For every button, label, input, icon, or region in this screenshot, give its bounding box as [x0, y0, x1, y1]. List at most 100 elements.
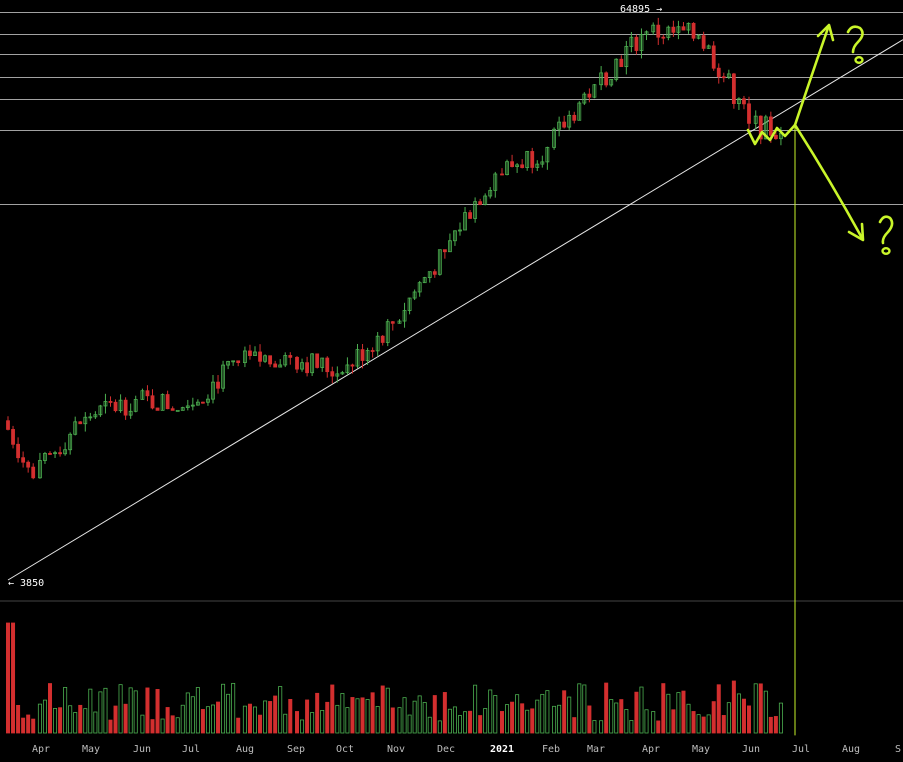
candle-body: [753, 115, 758, 124]
candlesticks: [6, 17, 783, 480]
volume-bars: [6, 622, 783, 734]
down-arrow-head: [847, 222, 865, 242]
candle-body: [365, 350, 370, 361]
candle-body: [412, 291, 417, 299]
x-tick-label: Feb: [542, 744, 560, 755]
candle-body: [758, 115, 763, 140]
candle-body: [325, 357, 330, 373]
candle-body: [478, 201, 483, 205]
candle-body: [330, 371, 335, 377]
candle-body: [572, 114, 577, 121]
candle-body: [6, 420, 10, 430]
candle-body: [113, 401, 118, 412]
candle-body: [88, 416, 93, 419]
volume-bar: [397, 707, 402, 734]
candle-body: [671, 26, 676, 33]
candle-body: [711, 45, 716, 69]
volume-bar: [53, 708, 58, 734]
candle-body: [93, 414, 98, 418]
candle-body: [165, 394, 170, 410]
volume-bar: [365, 699, 370, 734]
up-arrow-path: [793, 26, 830, 127]
volume-bar: [216, 701, 221, 734]
candle-body: [283, 355, 288, 366]
volume-bar: [231, 682, 236, 734]
x-tick-label: Jun: [133, 744, 151, 755]
volume-bar: [350, 697, 355, 734]
candle-body: [473, 201, 478, 219]
volume-bar: [656, 720, 661, 734]
volume-bar: [706, 714, 711, 734]
volume-bar: [639, 686, 644, 734]
candle-body: [175, 409, 180, 412]
candle-body: [422, 277, 427, 284]
candle-body: [128, 410, 133, 416]
volume-bar: [288, 699, 293, 734]
candle-body: [258, 351, 262, 362]
volume-bar: [773, 716, 778, 734]
volume-bar: [562, 690, 567, 734]
x-tick-label: Oct: [336, 744, 354, 755]
candle-body: [691, 22, 696, 39]
candle-body: [133, 399, 138, 412]
candle-body: [747, 103, 751, 124]
candle-body: [253, 351, 257, 356]
volume-bar: [432, 695, 437, 734]
volume-bar: [447, 708, 452, 734]
candle-body: [483, 195, 488, 205]
candle-body: [305, 362, 309, 374]
x-tick-label: Nov: [387, 744, 405, 755]
candle-body: [505, 161, 509, 176]
volume-bar: [417, 695, 422, 734]
candle-body: [773, 134, 778, 140]
volume-bar: [113, 705, 118, 734]
candle-body: [236, 360, 241, 363]
candle-body: [768, 116, 773, 136]
candle-body: [345, 364, 350, 373]
candle-body: [458, 229, 462, 232]
candle-body: [21, 457, 26, 463]
volume-bar: [385, 687, 390, 734]
volume-bar: [721, 715, 726, 734]
volume-bar: [165, 707, 170, 734]
volume-bar: [510, 701, 515, 734]
volume-bar: [247, 703, 252, 734]
volume-bar: [236, 717, 241, 734]
candle-body: [206, 398, 210, 403]
candle-body: [390, 321, 395, 324]
candle-body: [155, 407, 160, 411]
candle-body: [263, 355, 267, 362]
volume-bar: [567, 696, 572, 734]
x-tick-label: Sep: [287, 744, 305, 755]
volume-bar: [258, 714, 263, 734]
candle-body: [295, 356, 299, 370]
volume-bar: [540, 693, 545, 734]
volume-bar: [345, 707, 350, 734]
candle-body: [48, 453, 52, 455]
volume-bar: [98, 691, 103, 734]
candle-body: [300, 362, 304, 370]
volume-bar: [530, 708, 535, 734]
candle-body: [701, 35, 706, 49]
volume-bar: [83, 708, 88, 734]
volume-bar: [133, 690, 138, 734]
volume-bar: [128, 687, 133, 734]
volume-bar: [155, 689, 160, 734]
candle-body: [355, 349, 360, 367]
volume-bar: [305, 699, 310, 734]
volume-bar: [88, 688, 93, 734]
candle-body: [437, 249, 442, 275]
volume-bar: [634, 691, 639, 734]
candle-body: [639, 34, 644, 51]
candle-body: [619, 58, 624, 68]
volume-bar: [587, 705, 592, 734]
candle-body: [582, 93, 587, 104]
candle-body: [599, 72, 604, 86]
candle-body: [340, 372, 345, 375]
candle-body: [140, 390, 145, 400]
volume-bar: [93, 711, 98, 734]
projection-drawing: [746, 23, 894, 736]
candle-body: [686, 22, 691, 31]
candle-body: [535, 163, 540, 168]
volume-bar: [412, 700, 417, 734]
